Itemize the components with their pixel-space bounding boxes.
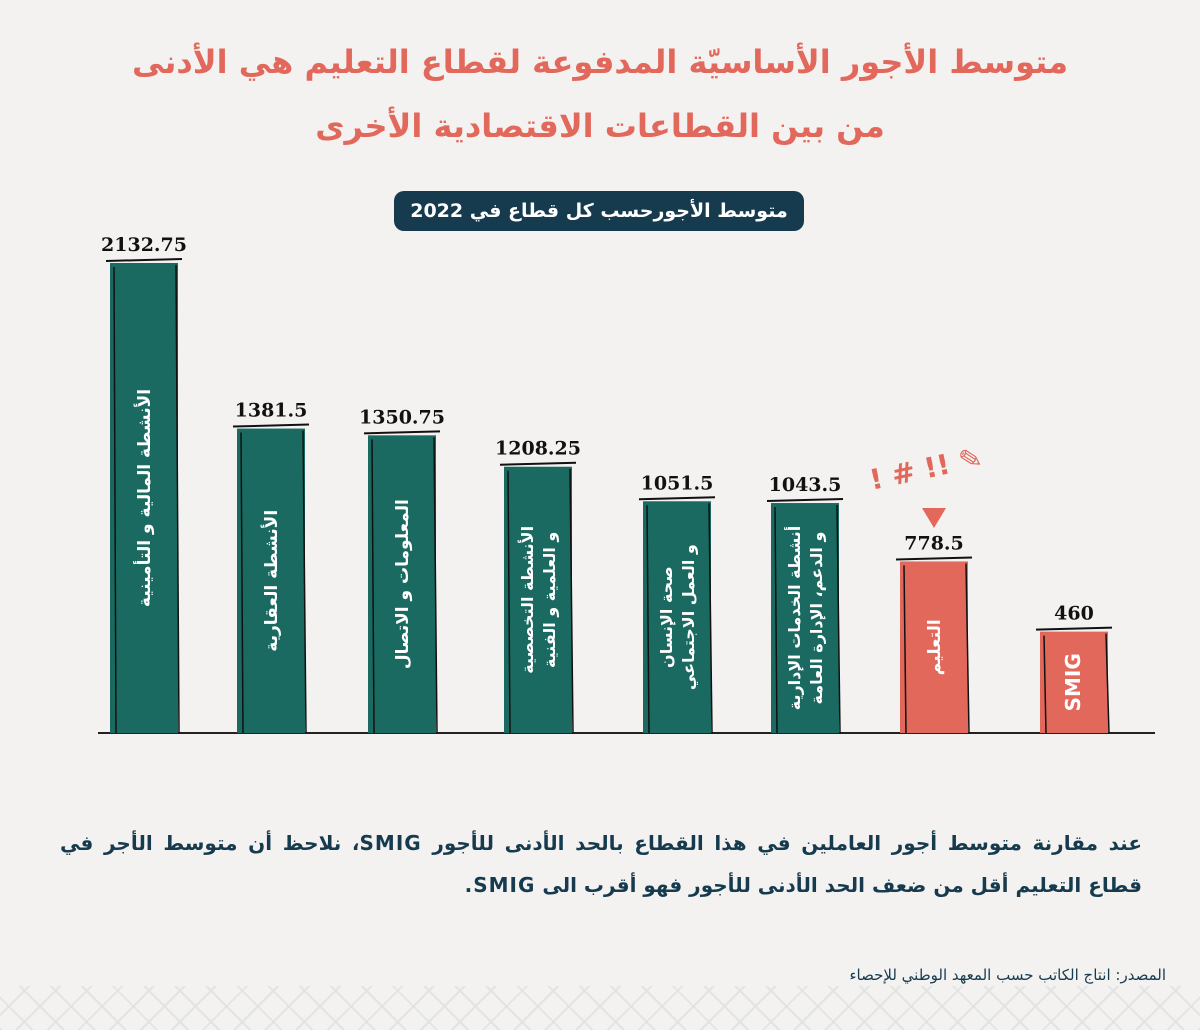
bar [643, 501, 711, 733]
category-label-line: الأنشطة التخصصية [518, 526, 537, 674]
category-label-line: الأنشطة المالية و التأمينية [133, 389, 155, 607]
category-label-line: SMIG [1061, 653, 1085, 711]
bar-top-stroke [363, 430, 441, 435]
bar-left-stroke [113, 266, 117, 734]
category-label-line: و العلمية و الفنية [540, 532, 559, 668]
category-label: المعلومات و الاتصال [393, 499, 413, 669]
category-label-line: أنشطة الخدمات الإدارية [784, 526, 804, 710]
value-label: 1051.5 [641, 472, 714, 494]
category-label: SMIG [1061, 653, 1085, 711]
bar-top-stroke [895, 556, 973, 561]
bar-left-stroke [903, 565, 907, 734]
bar [900, 561, 968, 733]
bar-right-stroke [708, 503, 713, 734]
bar-right-stroke [1105, 633, 1110, 734]
bar-left-stroke [646, 505, 650, 734]
bar-left-stroke [371, 439, 375, 734]
category-label-line: الأنشطة العقارية [261, 510, 282, 652]
source-note: المصدر: انتاج الكاتب حسب المعهد الوطني ل… [849, 966, 1166, 984]
exclamation-doodle: ! # !! ✎ [867, 441, 986, 497]
bar-right-stroke [965, 563, 970, 734]
title-line-1: متوسط الأجور الأساسيّة المدفوعة لقطاع ال… [131, 43, 1068, 81]
category-label-line: صحة الإنسان [657, 566, 676, 668]
bar-right-stroke [302, 430, 307, 734]
bar-right-stroke [175, 264, 180, 734]
chart-subtitle-badge: متوسط الأجورحسب كل قطاع في 2022 [394, 191, 804, 231]
pointer-triangle-icon [922, 508, 946, 528]
category-label: الأنشطة المالية و التأمينية [133, 389, 155, 607]
commentary-paragraph: عند مقارنة متوسط أجور العاملين في هذا ال… [60, 831, 1143, 897]
bar-right-stroke [836, 505, 841, 734]
category-label: أنشطة الخدمات الإدارية و الدعم، الإدارة ا… [784, 526, 826, 710]
bar-top-stroke [105, 258, 183, 262]
bar-left-stroke [240, 432, 244, 734]
bar-left-stroke [1043, 635, 1047, 734]
value-label: 1208.25 [495, 438, 581, 460]
category-label: التعليم [925, 619, 945, 675]
category-label-line: المعلومات و الاتصال [393, 499, 413, 669]
title-line-2: من بين القطاعات الاقتصادية الأخرى [315, 107, 885, 145]
chart-title: متوسط الأجور الأساسيّة المدفوعة لقطاع ال… [0, 30, 1200, 158]
bar-left-stroke [507, 470, 511, 734]
bar-top-stroke [638, 496, 716, 501]
bar [771, 503, 839, 733]
category-label: صحة الإنسان و العمل الاجتماعي [657, 544, 699, 690]
category-label-line: و العمل الاجتماعي [679, 544, 699, 690]
bar-top-stroke [766, 498, 844, 503]
bar-right-stroke [569, 468, 574, 734]
category-label: الأنشطة التخصصية و العلمية و الفنية [518, 526, 559, 674]
bar [237, 428, 305, 733]
value-label: 778.5 [904, 532, 964, 554]
bar-top-stroke [499, 461, 577, 466]
bar [1040, 631, 1108, 733]
category-label: الأنشطة العقارية [261, 510, 282, 652]
value-label: 460 [1054, 603, 1094, 625]
value-label: 1381.5 [235, 400, 308, 422]
bar [368, 435, 436, 733]
decorative-footer-pattern [0, 986, 1200, 1030]
value-label: 1043.5 [769, 474, 842, 496]
value-label: 1350.75 [359, 406, 445, 428]
bar [504, 466, 572, 733]
bar-left-stroke [774, 507, 778, 734]
bar-top-stroke [1035, 626, 1113, 631]
bar [110, 263, 178, 733]
value-label: 2132.75 [101, 234, 187, 256]
bar-right-stroke [433, 437, 438, 734]
bar-top-stroke [232, 423, 310, 428]
category-label-line: التعليم [925, 619, 945, 675]
category-label-line: و الدعم، الإدارة العامة [807, 532, 826, 705]
